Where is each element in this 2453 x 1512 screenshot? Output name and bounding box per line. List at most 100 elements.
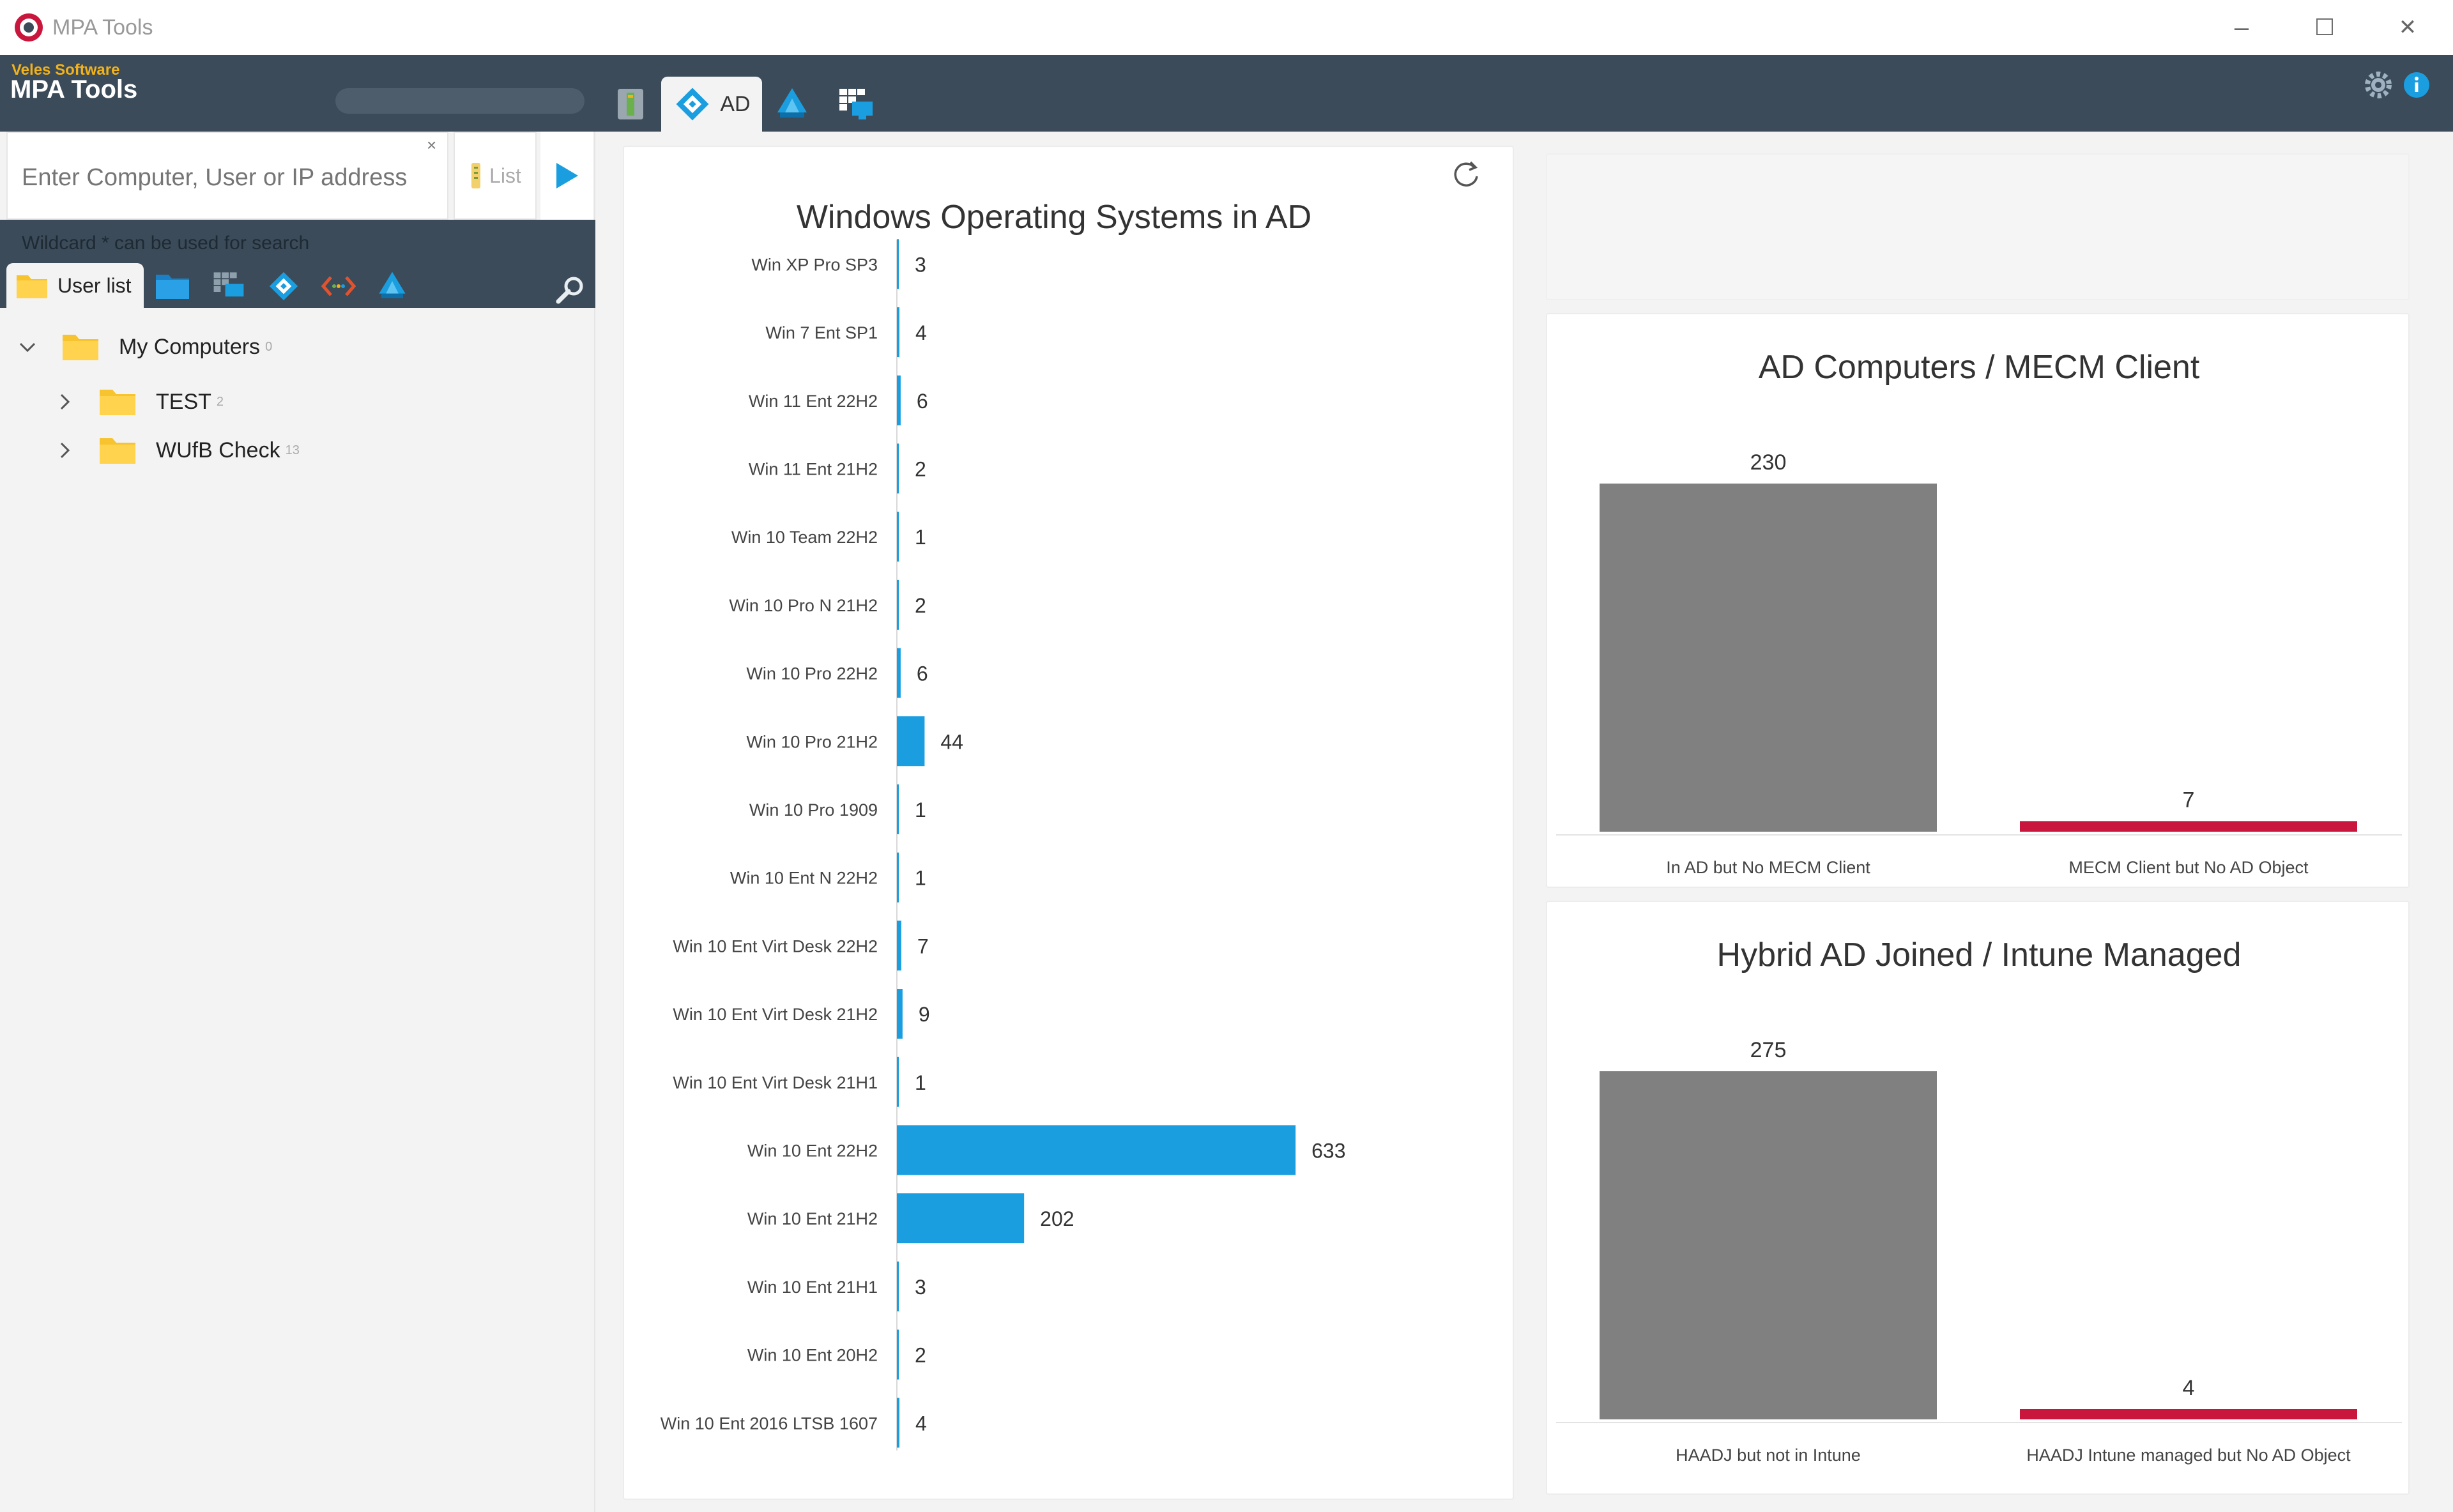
bar [897, 989, 903, 1039]
search-hint: Wildcard * can be used for search [22, 233, 310, 254]
bar [897, 716, 925, 767]
bar [2020, 821, 2357, 832]
code-icon [321, 276, 356, 296]
category-label: Win 10 Ent 21H1 [747, 1278, 878, 1297]
window-title: MPA Tools [52, 15, 153, 40]
server-icon [618, 89, 643, 119]
data-label: 275 [1750, 1038, 1787, 1062]
category-label: Win 10 Ent Virt Desk 22H2 [673, 936, 878, 956]
gear-icon[interactable] [2364, 70, 2393, 100]
tab-user-list[interactable]: User list [6, 263, 144, 308]
tab-ad-small[interactable] [264, 267, 303, 305]
tab-computers[interactable] [834, 77, 878, 132]
chevron-right-icon[interactable] [54, 439, 75, 461]
tab-ad[interactable]: AD [661, 77, 762, 132]
category-label: Win 10 Ent 2016 LTSB 1607 [661, 1414, 878, 1433]
bar [897, 239, 899, 289]
tree-item-wufb-check[interactable]: WUfB Check 13 [54, 428, 300, 473]
category-label: Win 7 Ent SP1 [765, 323, 878, 342]
folder-blue-icon [156, 275, 189, 299]
data-label: 1 [915, 1071, 926, 1094]
bar [897, 579, 899, 630]
os-bar-chart: Windows Operating Systems in AD Win XP Pr… [661, 199, 1346, 1451]
maximize-button[interactable]: ☐ [2314, 14, 2335, 40]
intune-icon [379, 271, 406, 298]
data-label: 2 [915, 594, 926, 617]
bar [897, 512, 899, 562]
bar [2020, 1409, 2357, 1419]
bar [897, 1398, 899, 1448]
category-label: Win 10 Pro 22H2 [746, 664, 878, 683]
category-label: Win 10 Pro 1909 [749, 800, 878, 820]
data-label: 7 [2183, 788, 2195, 812]
brand-app-name: MPA Tools [10, 75, 138, 103]
tab-code[interactable] [319, 267, 358, 305]
tab-server[interactable] [608, 77, 653, 132]
intune-icon [777, 88, 807, 118]
close-button[interactable]: ✕ [2398, 15, 2417, 40]
category-label: Win 10 Team 22H2 [731, 528, 878, 547]
category-label: HAADJ Intune managed but No AD Object [2026, 1446, 2351, 1465]
search-clear-button[interactable]: × [427, 135, 437, 155]
bar [897, 1125, 1296, 1175]
search-go-button[interactable] [540, 132, 593, 220]
refresh-icon[interactable] [1449, 157, 1483, 192]
data-label: 9 [919, 1003, 930, 1026]
tree-item-label: My Computers [119, 334, 261, 359]
folder-icon [63, 335, 98, 360]
info-icon[interactable] [2402, 70, 2431, 100]
tree-item-my-computers[interactable]: My Computers 0 [17, 325, 272, 369]
tab-computer-grid[interactable] [210, 267, 248, 305]
minimize-button[interactable]: – [2234, 13, 2249, 42]
empty-panel [1546, 153, 2410, 300]
folder-icon [100, 438, 135, 464]
data-label: 6 [917, 390, 928, 413]
data-label: 230 [1750, 450, 1787, 475]
bar [897, 1261, 899, 1311]
chevron-right-icon[interactable] [54, 391, 75, 413]
tree-item-test[interactable]: TEST 2 [54, 379, 224, 424]
category-label: In AD but No MECM Client [1666, 858, 1870, 877]
tree-item-count: 0 [265, 339, 273, 354]
search-input[interactable] [20, 158, 429, 197]
search-box [6, 132, 448, 220]
bar [1600, 484, 1937, 832]
chevron-down-icon[interactable] [17, 336, 38, 358]
data-label: 4 [2183, 1376, 2195, 1400]
chart-title: Windows Operating Systems in AD [797, 199, 1311, 236]
category-label: HAADJ but not in Intune [1676, 1446, 1861, 1465]
play-arrow-icon [556, 163, 578, 188]
data-label: 2 [915, 1344, 926, 1367]
window-titlebar [0, 0, 2453, 55]
category-label: Win 10 Pro N 21H2 [729, 596, 878, 615]
haadj-bar-chart: Hybrid AD Joined / Intune Managed 275 HAAD… [1556, 936, 2402, 1465]
tab-intune[interactable] [770, 77, 814, 132]
tools-icon[interactable] [554, 275, 586, 307]
category-label: Win 10 Pro 21H2 [746, 732, 878, 751]
bar [897, 920, 901, 971]
bar [897, 648, 901, 698]
brand-company: Veles Software [11, 61, 120, 79]
haadj-chart-card: Hybrid AD Joined / Intune Managed 275 HAAD… [1546, 901, 2410, 1495]
category-label: Win 10 Ent N 22H2 [730, 869, 878, 888]
progress-bar [335, 88, 585, 114]
bar [897, 784, 899, 834]
data-label: 2 [915, 457, 926, 480]
list-button[interactable]: List [454, 132, 537, 220]
bar [897, 852, 899, 903]
category-label: Win 11 Ent 21H2 [749, 459, 878, 478]
bar [897, 375, 901, 425]
list-icon [471, 163, 481, 188]
category-label: Win 10 Ent Virt Desk 21H1 [673, 1073, 878, 1092]
tree-item-label: WUfB Check [156, 438, 280, 462]
tab-intune-small[interactable] [373, 267, 411, 305]
tree-item-count: 13 [285, 443, 300, 457]
tab-folder-blue[interactable] [153, 267, 192, 305]
mecm-bar-chart: AD Computers / MECM Client 230 In AD but N… [1556, 349, 2402, 877]
os-chart-card: Windows Operating Systems in AD Win XP Pr… [623, 146, 1514, 1500]
data-label: 3 [915, 253, 926, 276]
tree-item-label: TEST [156, 389, 211, 414]
bar [897, 1329, 899, 1380]
data-label: 202 [1040, 1207, 1074, 1230]
data-label: 7 [917, 935, 929, 958]
